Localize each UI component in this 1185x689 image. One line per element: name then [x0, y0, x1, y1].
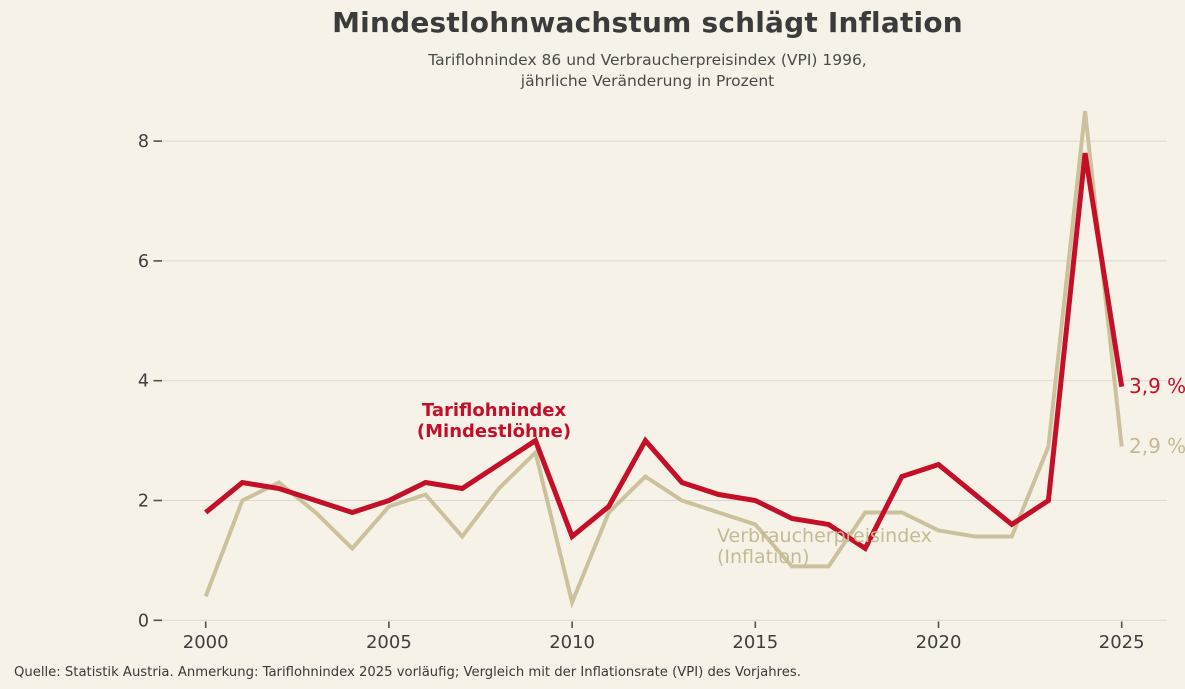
chart-subtitle: Tariflohnindex 86 und Verbraucherpreisin… — [110, 50, 1185, 92]
series-label-tariflohnindex-line1: Tariflohnindex — [422, 400, 567, 421]
y-tick-label: 2 — [138, 492, 149, 512]
x-tick-label: 2000 — [183, 632, 229, 653]
y-tick-label: 4 — [138, 372, 149, 392]
subtitle-line-1: Tariflohnindex 86 und Verbraucherpreisin… — [428, 51, 867, 69]
gridline-layer — [156, 140, 1167, 621]
x-tick-label: 2010 — [549, 632, 595, 653]
series-layer — [203, 110, 1125, 609]
subtitle-line-2: jährliche Veränderung in Prozent — [520, 72, 775, 90]
y-tick-label: 6 — [138, 252, 149, 272]
series-label-vpi-line2: (Inflation) — [717, 546, 809, 568]
y-tick-label: 8 — [138, 132, 149, 152]
x-tick-label: 2025 — [1099, 632, 1145, 653]
line-tariflohnindex-mindestl-hne- — [204, 152, 1125, 553]
series-label-vpi-line1: Verbraucherpreisindex — [717, 525, 932, 547]
x-tick-label: 2015 — [732, 632, 778, 653]
source-note: Quelle: Statistik Austria. Anmerkung: Ta… — [14, 665, 801, 680]
chart-header: Mindestlohnwachstum schlägt Inflation Ta… — [110, 6, 1185, 92]
axis-layer: 0 2 4 6 8 2000 2005 2010 2015 2020 2025 — [138, 132, 1145, 653]
end-value-label-tariflohnindex: 3,9 % — [1129, 374, 1185, 398]
series-label-tariflohnindex-line2: (Mindestlöhne) — [417, 421, 571, 442]
x-tick-label: 2005 — [366, 632, 412, 653]
end-value-label-vpi: 2,9 % — [1129, 434, 1185, 458]
y-tick-label: 0 — [138, 611, 149, 631]
x-tick-label: 2020 — [916, 632, 962, 653]
page-title: Mindestlohnwachstum schlägt Inflation — [332, 6, 963, 39]
line-verbraucherpreisindex-inflation- — [203, 110, 1124, 609]
